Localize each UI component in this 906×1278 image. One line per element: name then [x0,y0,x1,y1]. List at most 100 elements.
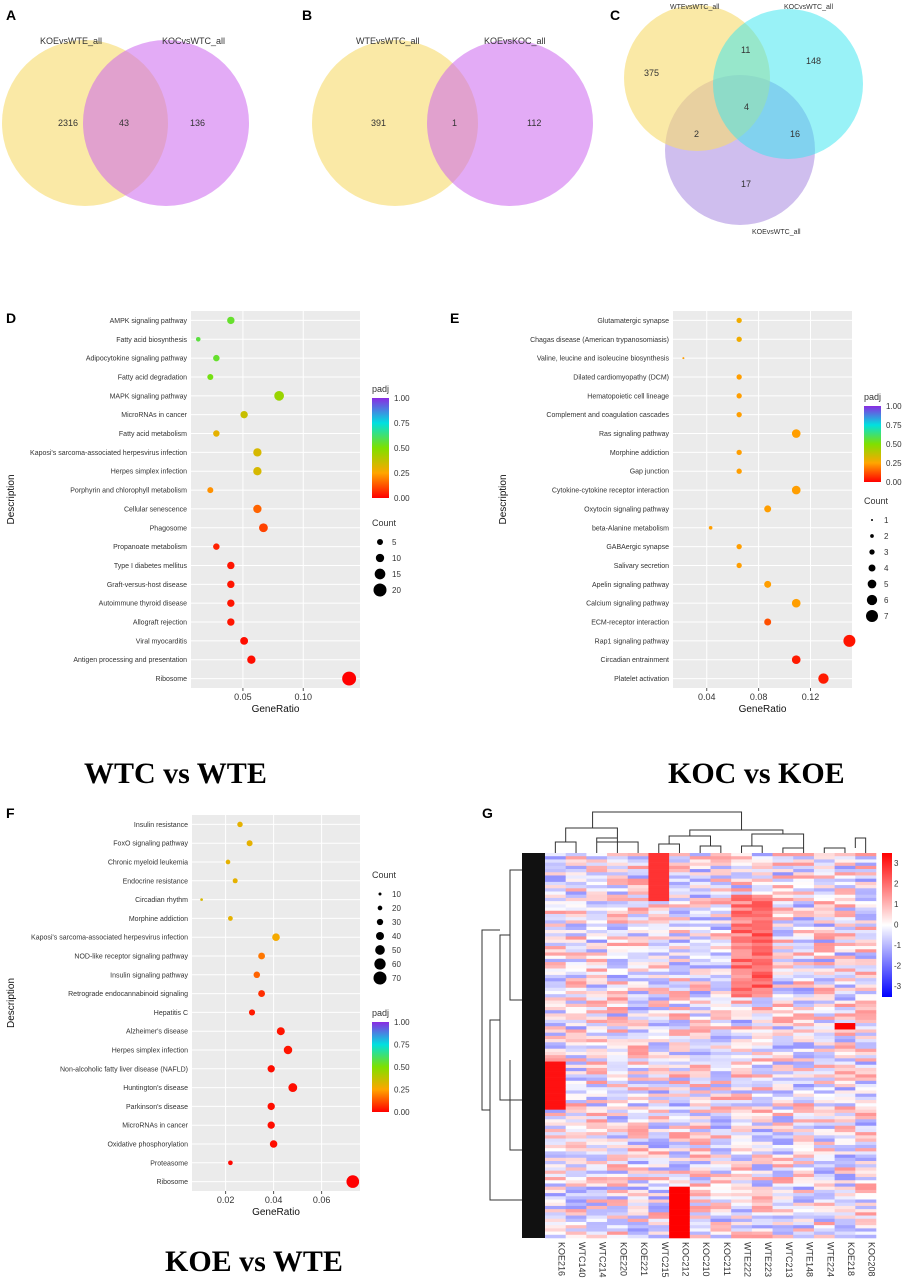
heatmap-cell [731,888,753,892]
heatmap-cell [586,872,608,876]
heatmap-cell [648,1064,670,1069]
heatmap-cell [751,1116,773,1120]
heatmap-cell [772,1032,794,1037]
x-tick-label: 0.08 [750,692,768,702]
heatmap-cell [855,1199,877,1204]
heatmap-cell [834,897,856,902]
heatmap-cell [793,958,815,963]
venn-b-set1-circle [312,40,478,206]
heatmap-cell [834,901,856,905]
heatmap-cell [669,881,691,886]
heatmap-cell [689,1074,711,1078]
heatmap-cell [627,891,649,896]
heatmap-cell [751,962,773,966]
size-legend-label: 3 [884,548,889,557]
heatmap-cell [607,1000,629,1005]
heatmap-cell [855,1189,877,1194]
heatmap-cell [627,1109,649,1114]
heatmap-cell [586,1135,608,1139]
heatmap-cell [669,1061,691,1066]
heatmap-cell [586,933,608,937]
y-tick-label: Graft-versus-host disease [107,582,187,589]
heatmap-cell [689,1000,711,1005]
heatmap-cell [793,881,815,886]
heatmap-cell [793,1116,815,1120]
heatmap-cell [565,1157,587,1162]
heatmap-cell [834,971,856,976]
heatmap-cell [586,1077,608,1082]
heatmap-cell [813,978,835,982]
data-point [791,598,801,608]
heatmap-cell [731,1039,753,1043]
heatmap-cell [689,1003,711,1008]
heatmap-cell [834,1042,856,1046]
heatmap-cell [731,952,753,956]
heatmap-cell [627,1161,649,1165]
heatmap-cell [627,1103,649,1107]
heatmap-cell [772,930,794,934]
heatmap-cell [731,1016,753,1021]
heatmap-cell [834,1067,856,1072]
heatmap-cell [565,984,587,989]
heatmap-cell [751,1029,773,1033]
heatmap-cell [751,1231,773,1236]
heatmap-cell [565,1212,587,1216]
heatmap-cell [793,885,815,889]
heatmap-cell [669,1096,691,1101]
heatmap-cell [669,1042,691,1046]
heatmap-cell [772,856,794,860]
heatmap-cell [855,1035,877,1040]
heatmap-cell [648,1103,670,1107]
heatmap-cell [793,965,815,969]
heatmap-cell [669,853,691,857]
heatmap-cell [855,1016,877,1021]
heatmap-cell [813,1064,835,1069]
heatmap-cell [689,1039,711,1043]
data-point [213,543,220,550]
heatmap-cell [772,1167,794,1171]
heatmap-cell [793,946,815,950]
heatmap-cell [545,1161,566,1165]
heatmap-cell [545,1013,566,1017]
heatmap-cell [855,885,877,889]
heatmap-cell [751,1051,773,1056]
heatmap-cell [855,1080,877,1085]
heatmap-cell [751,1019,773,1024]
heatmap-cell [710,920,732,924]
heatmap-cell [813,1067,835,1072]
heatmap-cell [627,865,649,870]
heatmap-cell [751,917,773,921]
heatmap-cell [627,1100,649,1104]
heatmap-cell [607,968,629,973]
heatmap-cell [689,1144,711,1149]
heatmap-cell [855,869,877,873]
heatmap-cell [545,862,566,867]
heatmap-cell [565,1154,587,1159]
heatmap-cell [586,1205,608,1210]
heatmap-cell [627,1164,649,1168]
heatmap-cell [772,994,794,998]
heatmap-cell [607,1039,629,1043]
y-tick-label: Complement and coagulation cascades [546,412,669,419]
heatmap-cell [731,920,753,924]
heatmap-cell [710,1231,732,1236]
heatmap-cell [710,878,732,883]
venn-a-set2-circle [83,40,249,206]
heatmap-cell [834,936,856,940]
heatmap-cell [731,1167,753,1171]
heatmap-cell [855,1087,877,1091]
heatmap-cell [855,1125,877,1130]
heatmap-cell [855,994,877,998]
data-point [259,523,268,533]
heatmap-cell [813,856,835,860]
heatmap-cell [813,894,835,899]
heatmap-cell [689,936,711,940]
heatmap-cell [710,990,732,995]
heatmap-cell [813,923,835,928]
heatmap-cell [689,1154,711,1159]
heatmap-cell [855,1116,877,1120]
data-point [708,525,713,530]
heatmap-cell [834,853,856,857]
heatmap-cell [627,1212,649,1216]
heatmap-cell [834,1019,856,1024]
